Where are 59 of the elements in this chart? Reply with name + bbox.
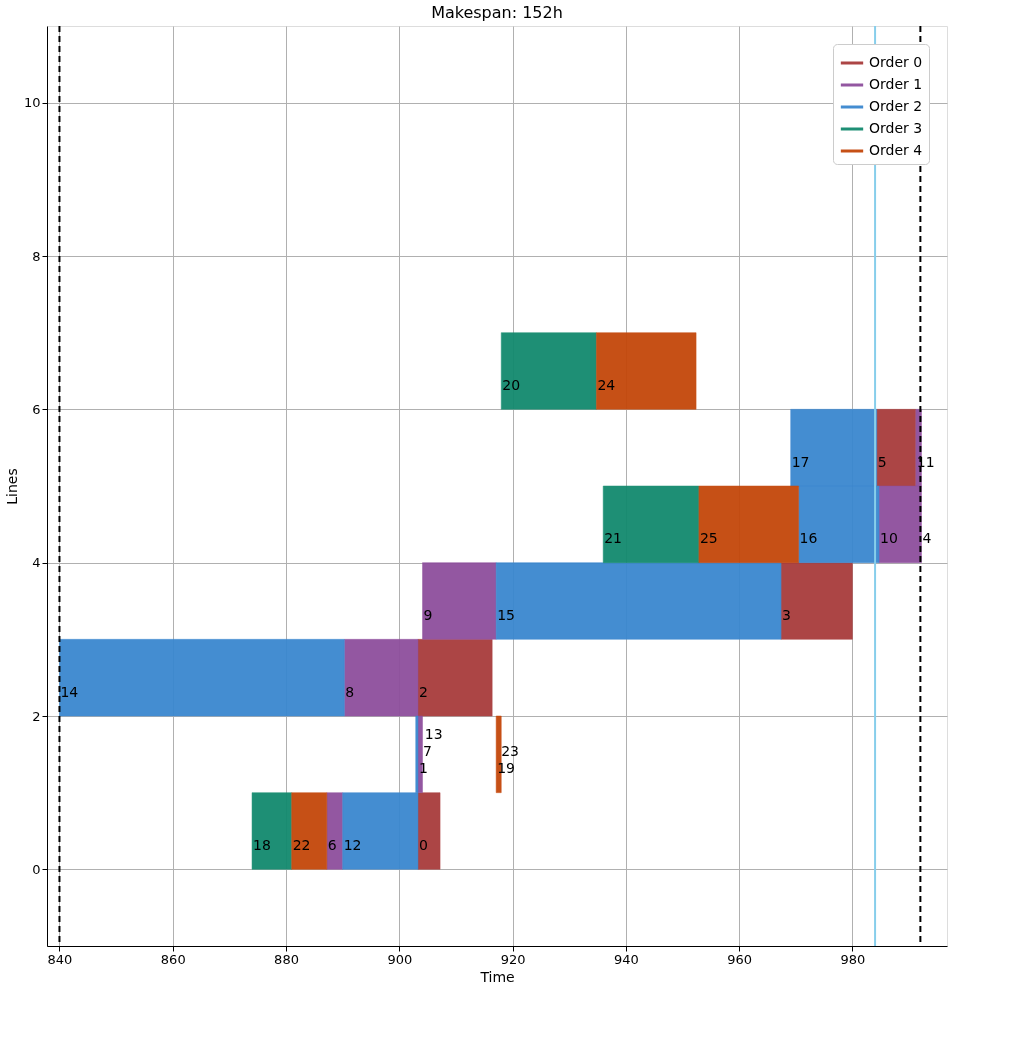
bar (251, 792, 292, 870)
annotation: 23 (501, 743, 519, 760)
y-tick-label: 0 (32, 861, 41, 877)
annotation: 21 (604, 530, 623, 547)
bar (698, 485, 799, 563)
annotation: 15 (497, 607, 515, 623)
annotation: 0 (418, 837, 428, 853)
legend-label: Order 4 (869, 142, 923, 158)
legend-label: Order 3 (869, 120, 923, 136)
bar (291, 792, 328, 870)
annotation: 10 (880, 530, 898, 547)
annotation: 14 (60, 683, 79, 700)
x-tick-label: 900 (387, 951, 413, 967)
annotation: 7 (422, 743, 432, 760)
y-tick-label: 2 (32, 708, 41, 724)
x-tick-label: 980 (840, 951, 866, 967)
bar (417, 639, 493, 717)
annotation: 9 (423, 607, 433, 623)
legend-label: Order 0 (869, 54, 923, 70)
legend-label: Order 1 (869, 76, 923, 92)
y-tick-label: 6 (32, 401, 41, 417)
chart-title: Makespan: 152h (431, 3, 563, 22)
bar (602, 485, 700, 563)
y-tick-label: 8 (32, 248, 41, 264)
annotation: 24 (597, 377, 616, 393)
x-tick-label: 940 (613, 951, 639, 967)
annotation: 4 (922, 530, 932, 547)
annotation: 16 (799, 530, 818, 547)
annotation: 5 (877, 453, 887, 470)
annotation: 18 (253, 837, 271, 853)
annotation: 17 (791, 453, 810, 470)
annotation: 20 (502, 377, 521, 393)
y-tick-label: 4 (32, 555, 41, 571)
y-axis-title: Lines (3, 468, 20, 505)
annotation: 8 (345, 683, 355, 700)
legend-label: Order 2 (869, 98, 923, 114)
bar (780, 562, 853, 640)
y-tick-label: 10 (23, 95, 41, 111)
bar (876, 409, 917, 487)
x-tick-label: 920 (500, 951, 526, 967)
bar (344, 639, 419, 717)
x-tick-label: 860 (160, 951, 186, 967)
bar (495, 562, 782, 640)
annotation: 6 (327, 837, 337, 853)
annotation: 13 (424, 726, 443, 743)
bar (59, 639, 345, 717)
annotation: 25 (699, 530, 718, 547)
annotation: 12 (343, 837, 362, 853)
x-tick-label: 840 (47, 951, 73, 967)
x-axis-title: Time (479, 968, 515, 985)
x-tick-label: 880 (274, 951, 299, 967)
annotation: 2 (418, 683, 428, 700)
bar (417, 792, 441, 870)
annotation: 3 (782, 607, 791, 623)
bar (422, 562, 497, 640)
annotation: 22 (292, 837, 311, 853)
x-tick-label: 960 (727, 951, 753, 967)
bar (501, 332, 597, 410)
bar (596, 332, 697, 410)
